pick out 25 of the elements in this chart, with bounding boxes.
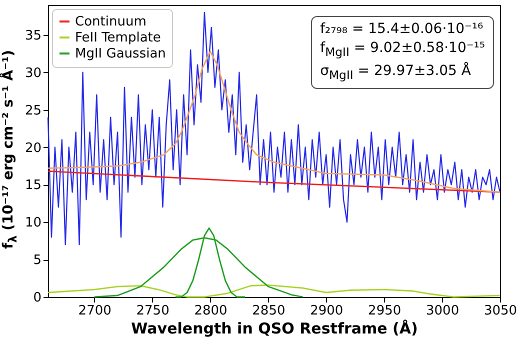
- x-axis-title: Wavelength in QSO Restframe (Å): [131, 320, 418, 338]
- line-series: [47, 12, 501, 246]
- y-tick-label: 10: [24, 216, 42, 231]
- y-tick-label: 5: [33, 253, 42, 268]
- y-tick-label: 35: [24, 28, 42, 44]
- x-tick-label: 2750: [136, 304, 170, 318]
- x-tick-label: 2700: [78, 304, 112, 318]
- line-series: [47, 284, 501, 298]
- y-tick-label: 20: [24, 140, 42, 156]
- annotation: f$_{MgII}$ = 9.02±0.58·10⁻¹⁵: [320, 39, 485, 61]
- y-tick-label: 30: [24, 66, 42, 81]
- x-tick-label: 3050: [484, 304, 518, 318]
- legend-label: Continuum: [75, 14, 146, 30]
- x-tick-label: 2800: [194, 304, 228, 318]
- x-tick-label: 2950: [368, 304, 402, 318]
- x-tick-label: 3000: [426, 304, 460, 318]
- y-tick-label: 15: [24, 178, 42, 194]
- annotation: σ$_{MgII}$ = 29.97±3.05 Å: [320, 62, 472, 84]
- annotation: f₂₇₉₈ = 15.4±0.06·10⁻¹⁶: [320, 20, 484, 39]
- x-tick-label: 2900: [310, 304, 344, 318]
- legend-label: MgII Gaussian: [75, 46, 166, 62]
- x-tick-label: 2850: [252, 304, 286, 318]
- y-tick-label: 25: [24, 103, 42, 118]
- legend-label: FeII Template: [75, 30, 161, 46]
- y-tick-label: 0: [33, 290, 42, 306]
